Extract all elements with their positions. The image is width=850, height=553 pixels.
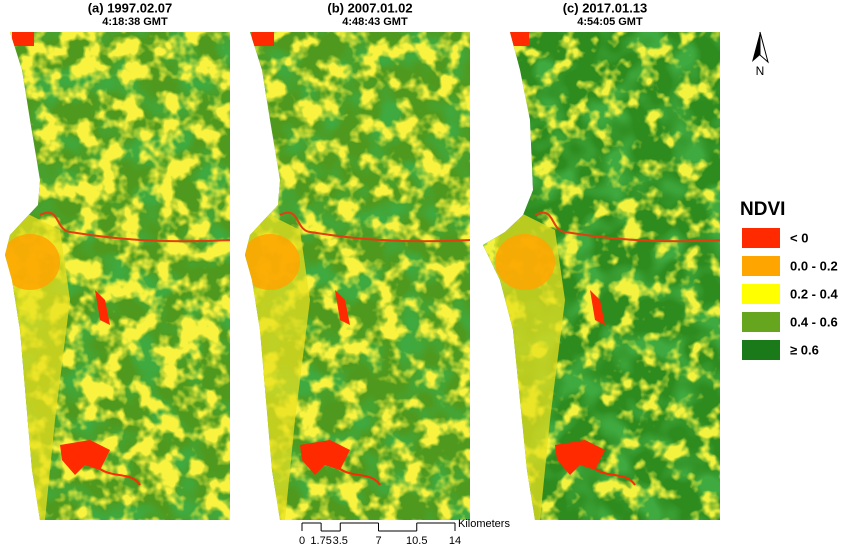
urban-area xyxy=(495,234,555,290)
legend-label: 0.2 - 0.4 xyxy=(790,286,838,301)
water-body xyxy=(12,32,34,46)
urban-area xyxy=(245,234,300,290)
river xyxy=(334,464,381,486)
river xyxy=(94,464,141,486)
map-panel xyxy=(5,32,230,520)
urban-area xyxy=(5,234,60,290)
river xyxy=(279,211,470,243)
map-panels: (a) 1997.02.074:18:38 GMT(b) 2007.01.024… xyxy=(5,0,720,520)
water-body xyxy=(252,32,274,46)
scale-label: 3.5 xyxy=(333,535,348,547)
scale-label: 1.75 xyxy=(310,535,331,547)
legend-swatch xyxy=(742,256,780,276)
scale-bar: 0 1.75 3.5 7 10.5 14 Kilometers xyxy=(299,518,511,547)
water-body xyxy=(507,32,529,46)
panel-time: 4:48:43 GMT xyxy=(342,16,408,28)
legend-label: ≥ 0.6 xyxy=(790,342,819,357)
river xyxy=(39,211,230,243)
scale-unit: Kilometers xyxy=(458,518,510,530)
panel-title: (b) 2007.01.02 xyxy=(327,0,412,15)
river xyxy=(589,464,636,486)
map-panel xyxy=(245,32,470,520)
legend-swatch xyxy=(742,312,780,332)
map-panel xyxy=(483,32,720,520)
legend-label: 0.0 - 0.2 xyxy=(790,258,838,273)
panel-title: (c) 2017.01.13 xyxy=(563,0,648,15)
wetland xyxy=(590,290,605,325)
north-label: N xyxy=(756,64,765,78)
legend-swatch xyxy=(742,284,780,304)
north-arrow: N xyxy=(752,31,769,78)
legend: < 0 0.0 - 0.2 0.2 - 0.4 0.4 - 0.6 ≥ 0.6 xyxy=(742,228,838,360)
scale-label: 7 xyxy=(375,535,381,547)
river xyxy=(534,211,720,243)
scale-label: 14 xyxy=(449,535,461,547)
legend-label: 0.4 - 0.6 xyxy=(790,314,838,329)
legend-label: < 0 xyxy=(790,230,808,245)
legend-swatch xyxy=(742,340,780,360)
legend-swatch xyxy=(742,228,780,248)
panel-title: (a) 1997.02.07 xyxy=(88,0,173,15)
panel-time: 4:18:38 GMT xyxy=(102,16,168,28)
legend-title: NDVI xyxy=(740,199,785,220)
panel-time: 4:54:05 GMT xyxy=(577,16,643,28)
scale-label: 10.5 xyxy=(406,535,427,547)
wetland xyxy=(335,290,350,325)
wetland xyxy=(95,290,110,325)
scale-label: 0 xyxy=(299,535,305,547)
